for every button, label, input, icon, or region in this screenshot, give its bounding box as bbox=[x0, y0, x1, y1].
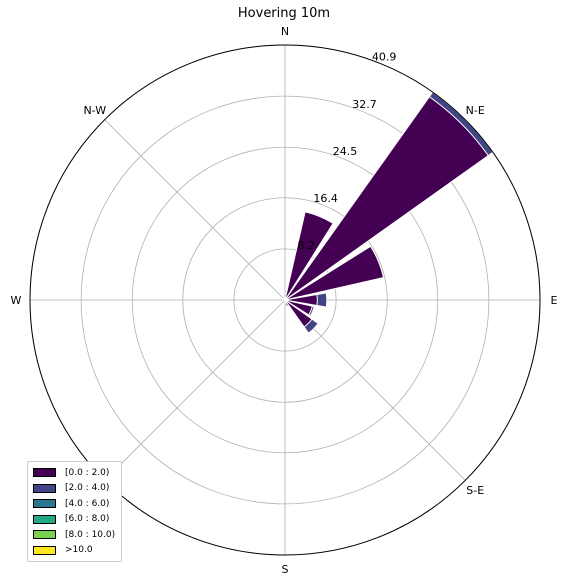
legend-item: [6.0 : 8.0) bbox=[33, 512, 115, 528]
legend-item: [0.0 : 2.0) bbox=[33, 465, 115, 481]
legend: [0.0 : 2.0) [2.0 : 4.0) [4.0 : 6.0) [6.0 : … bbox=[27, 461, 123, 562]
legend-item: [2.0 : 4.0) bbox=[33, 481, 115, 497]
sector-bar-segment bbox=[284, 299, 289, 307]
direction-label: N bbox=[281, 25, 289, 38]
grid-spoke bbox=[104, 119, 286, 301]
sector-bar-segment bbox=[282, 298, 286, 301]
polar-frame bbox=[29, 44, 541, 556]
direction-label: S bbox=[282, 563, 289, 576]
grid-spoke bbox=[284, 299, 466, 481]
radial-tick-label: 32.7 bbox=[352, 98, 377, 111]
chart-title: Hovering 10m bbox=[237, 6, 331, 21]
sector-bar-segment bbox=[303, 318, 319, 334]
direction-label: W bbox=[11, 294, 22, 307]
direction-label: N-E bbox=[466, 104, 485, 117]
legend-label: >10.0 bbox=[65, 545, 93, 556]
legend-label: [8.0 : 10.0) bbox=[65, 529, 116, 540]
sector-bar-segment bbox=[308, 305, 315, 317]
legend-swatch bbox=[33, 514, 56, 524]
legend-swatch bbox=[33, 483, 56, 493]
sector-bar-segment bbox=[316, 292, 328, 308]
legend-item: [4.0 : 6.0) bbox=[33, 496, 115, 512]
legend-swatch bbox=[33, 545, 56, 555]
legend-swatch bbox=[33, 468, 56, 478]
legend-label: [4.0 : 6.0) bbox=[65, 498, 110, 509]
legend-swatch bbox=[33, 530, 56, 540]
legend-item: [8.0 : 10.0) bbox=[33, 527, 115, 543]
radial-tick-label: 16.4 bbox=[313, 192, 338, 205]
sector-bar-segment bbox=[284, 299, 286, 303]
legend-label: [6.0 : 8.0) bbox=[65, 514, 110, 525]
direction-label: N-W bbox=[83, 104, 106, 117]
sector-bars bbox=[282, 91, 494, 334]
sector-bar-segment bbox=[284, 245, 384, 301]
radial-tick-label: 8.2 bbox=[297, 239, 315, 252]
legend-swatch bbox=[33, 499, 56, 509]
direction-label: E bbox=[551, 294, 558, 307]
radial-tick-label: 40.9 bbox=[372, 51, 397, 64]
legend-label: [0.0 : 2.0) bbox=[65, 467, 110, 478]
sector-bar-segment bbox=[284, 211, 334, 301]
radial-tick-label: 24.5 bbox=[333, 145, 358, 158]
legend-item: >10.0 bbox=[33, 543, 115, 559]
grid-spoke bbox=[104, 299, 286, 481]
legend-label: [2.0 : 4.0) bbox=[65, 483, 110, 494]
direction-label: S-E bbox=[466, 484, 484, 497]
